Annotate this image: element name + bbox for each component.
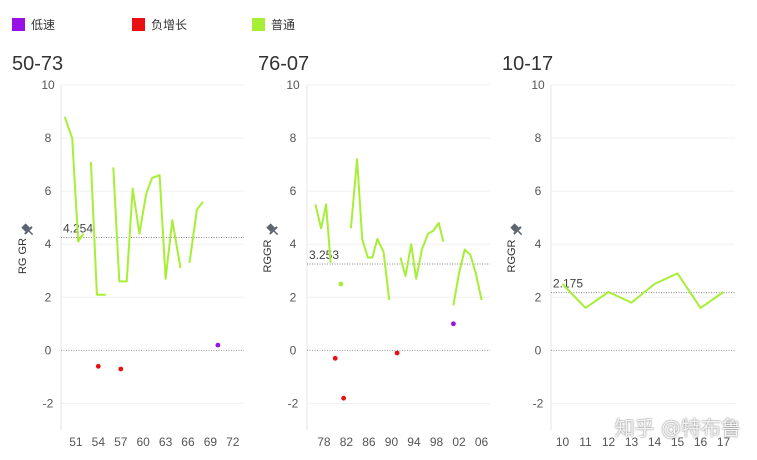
watermark: 知乎 @特布鲁 bbox=[614, 416, 741, 440]
series-line-segment bbox=[452, 248, 483, 306]
y-tick-label: -2 bbox=[43, 396, 54, 410]
y-tick-label: -2 bbox=[533, 396, 544, 410]
pin-icon bbox=[266, 223, 279, 236]
legend-item-normal[interactable]: 普通 bbox=[252, 16, 295, 32]
y-tick-label: 4 bbox=[290, 237, 297, 251]
y-tick-label: 2 bbox=[45, 290, 52, 304]
y-tick-label: 10 bbox=[531, 78, 545, 92]
x-tick-label: 72 bbox=[226, 435, 240, 449]
y-tick-label: 8 bbox=[290, 131, 297, 145]
x-tick-label: 11 bbox=[579, 435, 592, 449]
y-tick-label: 6 bbox=[45, 184, 52, 198]
x-tick-label: 06 bbox=[475, 435, 489, 449]
series-line-segment bbox=[112, 167, 182, 283]
series-line-segment bbox=[349, 158, 391, 301]
pin-icon bbox=[21, 223, 34, 236]
panel-title-2: 76-07 bbox=[258, 53, 310, 75]
panel-title-1: 50-73 bbox=[12, 53, 64, 75]
data-point bbox=[451, 321, 456, 327]
x-tick-label: 98 bbox=[430, 435, 444, 449]
x-tick-label: 10 bbox=[556, 435, 570, 449]
x-tick-label: 17 bbox=[717, 435, 731, 449]
y-axis-label: RGGR bbox=[262, 239, 274, 272]
x-tick-label: 14 bbox=[648, 435, 662, 449]
data-point bbox=[394, 350, 400, 356]
x-tick-label: 82 bbox=[340, 435, 354, 449]
legend-item-negative-growth[interactable]: 负增长 bbox=[132, 16, 187, 32]
y-tick-label: 4 bbox=[535, 237, 542, 251]
x-tick-label: 63 bbox=[159, 435, 173, 449]
data-point bbox=[341, 395, 346, 401]
data-point bbox=[95, 363, 101, 369]
x-tick-label: 78 bbox=[317, 435, 331, 449]
x-tick-label: 90 bbox=[385, 435, 399, 449]
legend-label: 低速 bbox=[31, 17, 56, 32]
pin-icon bbox=[510, 223, 523, 236]
data-point bbox=[338, 281, 344, 287]
x-tick-label: 51 bbox=[69, 435, 83, 449]
chart-panel-3: -2 0 2 4 6 8 10 2.175 10 11 12 13 14 15 16 17 RGGR bbox=[506, 78, 735, 449]
legend-label: 普通 bbox=[271, 17, 296, 32]
panel-title-3: 10-17 bbox=[502, 53, 554, 75]
legend-swatch-normal bbox=[252, 17, 265, 31]
x-tick-label: 57 bbox=[114, 435, 128, 449]
y-tick-label: 2 bbox=[290, 290, 297, 304]
x-tick-label: 15 bbox=[671, 435, 685, 449]
y-tick-label: 6 bbox=[290, 184, 297, 198]
y-tick-label: 10 bbox=[41, 78, 55, 92]
y-tick-label: 8 bbox=[535, 131, 542, 145]
x-tick-label: 69 bbox=[204, 435, 218, 449]
legend: 低速 负增长 普通 bbox=[0, 0, 757, 40]
x-tick-label: 66 bbox=[181, 435, 195, 449]
series-line-segment bbox=[89, 161, 106, 296]
data-point bbox=[118, 366, 124, 372]
series-line-segment bbox=[399, 222, 445, 280]
x-tick-label: 02 bbox=[452, 435, 466, 449]
x-tick-label: 13 bbox=[625, 435, 639, 449]
x-tick-label: 16 bbox=[694, 435, 708, 449]
data-point bbox=[332, 355, 338, 361]
reference-line-label: 2.175 bbox=[553, 277, 583, 291]
series-line-segment bbox=[63, 116, 85, 243]
x-tick-label: 86 bbox=[362, 435, 376, 449]
x-tick-label: 60 bbox=[136, 435, 150, 449]
data-point bbox=[215, 342, 221, 348]
legend-item-low-speed[interactable]: 低速 bbox=[12, 16, 55, 32]
y-tick-label: 8 bbox=[45, 131, 52, 145]
legend-label: 负增长 bbox=[151, 17, 188, 32]
y-tick-label: 2 bbox=[535, 290, 542, 304]
series-line-segment bbox=[314, 203, 332, 263]
y-tick-label: 6 bbox=[535, 184, 542, 198]
reference-line-label: 3.253 bbox=[309, 248, 339, 262]
legend-swatch-low-speed bbox=[12, 17, 25, 31]
series-line-segment bbox=[561, 272, 725, 309]
y-tick-label: 0 bbox=[535, 343, 542, 357]
y-tick-label: 10 bbox=[286, 78, 300, 92]
x-tick-label: 12 bbox=[602, 435, 616, 449]
x-tick-label: 94 bbox=[407, 435, 421, 449]
legend-swatch-negative-growth bbox=[132, 17, 145, 31]
y-axis-label: RG GR bbox=[17, 238, 29, 274]
x-tick-label: 54 bbox=[92, 435, 106, 449]
y-tick-label: 4 bbox=[45, 237, 52, 251]
y-tick-label: 0 bbox=[290, 343, 297, 357]
series-line-segment bbox=[188, 201, 204, 263]
y-tick-label: -2 bbox=[288, 396, 299, 410]
y-axis-label: RGGR bbox=[506, 239, 518, 272]
y-tick-label: 0 bbox=[45, 343, 52, 357]
